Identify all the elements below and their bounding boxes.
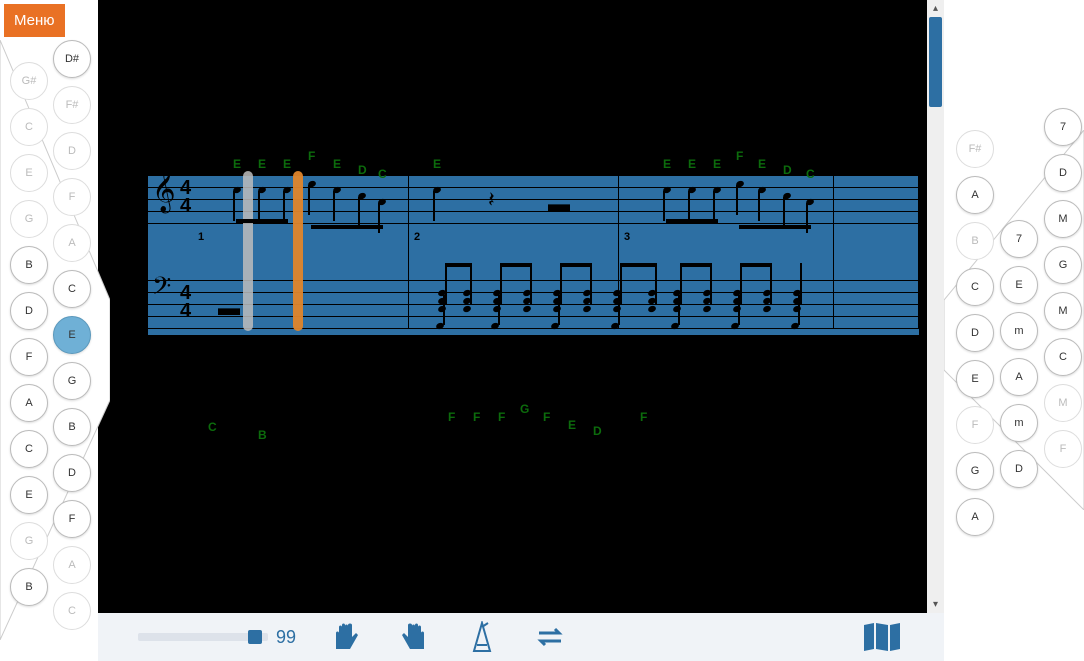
key-button[interactable]: G#: [10, 62, 48, 100]
note-letter: E: [333, 157, 341, 171]
right-hand-icon[interactable]: [396, 619, 432, 655]
key-button[interactable]: E: [10, 476, 48, 514]
key-button[interactable]: C: [10, 430, 48, 468]
note-letter: E: [713, 157, 721, 171]
metronome-icon[interactable]: [464, 619, 500, 655]
note-letter: F: [473, 410, 480, 424]
note-letter: D: [358, 163, 367, 177]
score-system-1: 𝄞 44 𝄢 44 123EEEFEDCEEEEFEDC𝄽▬▬: [148, 175, 919, 335]
note-letter: E: [663, 157, 671, 171]
scroll-thumb[interactable]: [929, 17, 942, 107]
treble-clef-icon: 𝄞: [152, 169, 176, 209]
key-button[interactable]: C: [1044, 338, 1082, 376]
left-keyboard: D#F#DFACEGBDFAC G#CEGBDFACEGB: [0, 40, 98, 600]
menu-button[interactable]: Меню: [4, 4, 65, 37]
key-button[interactable]: M: [1044, 384, 1082, 422]
key-button[interactable]: C: [53, 270, 91, 308]
key-button[interactable]: B: [10, 246, 48, 284]
key-button[interactable]: F#: [53, 86, 91, 124]
right-keyboard: 7DMGMCMF 7EmAmD F#ABCDEFGA: [954, 100, 1084, 540]
key-button[interactable]: B: [10, 568, 48, 606]
key-button[interactable]: D: [956, 314, 994, 352]
note-letter: F: [308, 149, 315, 163]
key-button[interactable]: D: [10, 292, 48, 330]
key-button[interactable]: E: [10, 154, 48, 192]
key-button[interactable]: G: [10, 522, 48, 560]
key-button[interactable]: G: [10, 200, 48, 238]
key-button[interactable]: M: [1044, 200, 1082, 238]
key-button[interactable]: G: [1044, 246, 1082, 284]
scroll-down-icon[interactable]: ▾: [927, 596, 944, 613]
time-signature: 44: [180, 179, 191, 215]
key-button[interactable]: D: [1044, 154, 1082, 192]
note-letter: E: [283, 157, 291, 171]
view-mode-icon[interactable]: [860, 619, 904, 655]
key-button[interactable]: C: [10, 108, 48, 146]
note-letter: D: [783, 163, 792, 177]
key-button[interactable]: 7: [1000, 220, 1038, 258]
note-letter: E: [688, 157, 696, 171]
key-button[interactable]: F: [956, 406, 994, 444]
note-letter: E: [258, 157, 266, 171]
note-letter: F: [448, 410, 455, 424]
measure-number: 1: [198, 231, 204, 243]
key-button[interactable]: D#: [53, 40, 91, 78]
key-button[interactable]: F: [53, 178, 91, 216]
tempo-slider[interactable]: 99: [138, 627, 296, 648]
score-area: ▴ ▾ 𝄞 44 𝄢 44 123EEEFEDCEEE: [98, 0, 944, 613]
key-button[interactable]: m: [1000, 312, 1038, 350]
key-button[interactable]: B: [53, 408, 91, 446]
time-signature-bass: 44: [180, 284, 191, 320]
key-button[interactable]: D: [1000, 450, 1038, 488]
key-button[interactable]: F: [10, 338, 48, 376]
note-letter: E: [433, 157, 441, 171]
key-button[interactable]: D: [53, 132, 91, 170]
note-letter: E: [568, 418, 576, 432]
key-button[interactable]: F: [53, 500, 91, 538]
key-button[interactable]: 7: [1044, 108, 1082, 146]
note-letter: F: [640, 410, 647, 424]
loop-icon[interactable]: [532, 619, 568, 655]
note-letter: F: [736, 149, 743, 163]
note-letter: C: [208, 420, 217, 434]
key-button[interactable]: A: [10, 384, 48, 422]
bass-clef-icon: 𝄢: [152, 275, 171, 305]
note-letter: F: [543, 410, 550, 424]
key-button[interactable]: A: [956, 176, 994, 214]
key-button[interactable]: F#: [956, 130, 994, 168]
tempo-value: 99: [276, 627, 296, 648]
key-button[interactable]: F: [1044, 430, 1082, 468]
key-button[interactable]: E: [53, 316, 91, 354]
bottom-toolbar: 99: [98, 613, 944, 661]
measure-number: 3: [624, 231, 630, 243]
note-letter: D: [593, 424, 602, 438]
measure-number: 2: [414, 231, 420, 243]
key-button[interactable]: A: [1000, 358, 1038, 396]
note-letter: G: [520, 402, 529, 416]
key-button[interactable]: D: [53, 454, 91, 492]
scrollbar[interactable]: ▴ ▾: [927, 0, 944, 613]
playhead-current: [293, 171, 303, 331]
key-button[interactable]: B: [956, 222, 994, 260]
key-button[interactable]: M: [1044, 292, 1082, 330]
scroll-up-icon[interactable]: ▴: [927, 0, 944, 17]
key-button[interactable]: A: [53, 224, 91, 262]
key-button[interactable]: m: [1000, 404, 1038, 442]
note-letter: B: [258, 428, 267, 442]
key-button[interactable]: A: [53, 546, 91, 584]
note-letter: C: [806, 167, 815, 181]
note-letter: E: [758, 157, 766, 171]
left-hand-icon[interactable]: [328, 619, 364, 655]
note-letter: C: [378, 167, 387, 181]
key-button[interactable]: C: [956, 268, 994, 306]
note-letter: E: [233, 157, 241, 171]
key-button[interactable]: E: [1000, 266, 1038, 304]
key-button[interactable]: C: [53, 592, 91, 630]
key-button[interactable]: G: [956, 452, 994, 490]
key-button[interactable]: G: [53, 362, 91, 400]
key-button[interactable]: E: [956, 360, 994, 398]
note-letter: F: [498, 410, 505, 424]
playhead-previous: [243, 171, 253, 331]
key-button[interactable]: A: [956, 498, 994, 536]
